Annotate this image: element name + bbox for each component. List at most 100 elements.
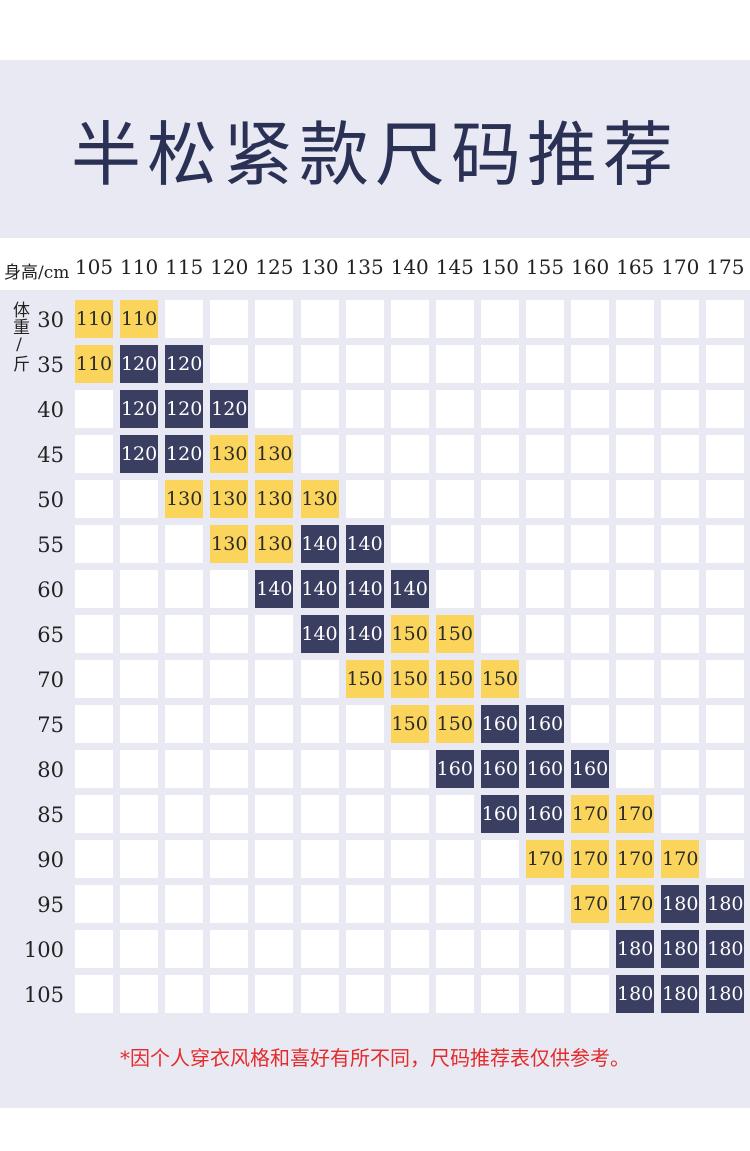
size-cell <box>435 885 474 923</box>
size-cell <box>480 570 519 608</box>
size-cell <box>435 975 474 1013</box>
size-cell <box>255 930 294 968</box>
size-cell: 120 <box>165 435 204 473</box>
size-cell <box>571 975 610 1013</box>
size-cell <box>255 975 294 1013</box>
size-cell <box>390 300 429 338</box>
size-cell <box>390 930 429 968</box>
size-cell: 180 <box>706 885 745 923</box>
size-cell <box>210 570 249 608</box>
height-column-header: 160 <box>571 255 610 279</box>
size-cell <box>435 570 474 608</box>
size-cell <box>300 435 339 473</box>
size-cell <box>661 435 700 473</box>
size-cell: 150 <box>390 615 429 653</box>
size-cell <box>661 570 700 608</box>
size-cell <box>345 390 384 428</box>
size-cell: 130 <box>210 435 249 473</box>
height-column-header: 165 <box>616 255 655 279</box>
size-cell <box>255 840 294 878</box>
size-cell <box>571 435 610 473</box>
size-cell <box>345 930 384 968</box>
size-cell <box>706 480 745 518</box>
size-cell <box>480 435 519 473</box>
size-cell: 140 <box>345 570 384 608</box>
size-cell <box>75 885 113 923</box>
size-cell <box>616 750 655 788</box>
size-cell <box>616 705 655 743</box>
height-axis-label: 身高/cm <box>4 263 70 283</box>
size-cell <box>210 885 249 923</box>
size-cell <box>75 570 113 608</box>
size-cell <box>210 345 249 383</box>
weight-row-label: 100 <box>23 938 64 962</box>
size-cell <box>571 480 610 518</box>
size-cell <box>661 705 700 743</box>
weight-row-label: 35 <box>37 353 64 377</box>
size-cell: 160 <box>571 750 610 788</box>
size-cell <box>75 705 113 743</box>
size-cell <box>706 705 745 743</box>
size-cell <box>300 840 339 878</box>
size-cell <box>255 390 294 428</box>
size-cell <box>255 300 294 338</box>
size-cell <box>390 885 429 923</box>
size-cell <box>75 480 113 518</box>
size-cell <box>571 615 610 653</box>
size-cell <box>480 300 519 338</box>
size-cell <box>120 885 159 923</box>
height-column-header: 115 <box>165 255 204 279</box>
size-cell <box>526 660 564 698</box>
size-cell <box>120 615 159 653</box>
size-cell <box>480 930 519 968</box>
size-cell: 160 <box>526 795 564 833</box>
size-cell: 140 <box>300 615 339 653</box>
size-cell <box>435 525 474 563</box>
size-cell <box>571 300 610 338</box>
size-cell <box>75 930 113 968</box>
size-cell <box>390 795 429 833</box>
size-cell <box>390 525 429 563</box>
size-cell <box>480 975 519 1013</box>
size-cell: 150 <box>435 615 474 653</box>
size-cell <box>300 300 339 338</box>
size-cell <box>616 435 655 473</box>
size-cell <box>616 525 655 563</box>
size-cell <box>526 930 564 968</box>
size-cell: 140 <box>255 570 294 608</box>
size-cell <box>706 300 745 338</box>
size-cell <box>661 300 700 338</box>
weight-row-label: 60 <box>37 578 64 602</box>
size-cell <box>165 795 204 833</box>
size-cell: 180 <box>616 975 655 1013</box>
size-cell <box>706 390 745 428</box>
size-cell <box>706 345 745 383</box>
size-cell: 160 <box>435 750 474 788</box>
size-cell <box>526 345 564 383</box>
size-cell <box>75 840 113 878</box>
size-cell <box>210 660 249 698</box>
size-cell <box>480 480 519 518</box>
size-cell <box>480 345 519 383</box>
size-cell <box>75 750 113 788</box>
size-cell <box>616 615 655 653</box>
size-cell: 160 <box>480 750 519 788</box>
size-cell <box>435 795 474 833</box>
size-cell <box>300 750 339 788</box>
size-cell <box>435 435 474 473</box>
size-cell <box>75 390 113 428</box>
size-cell <box>616 390 655 428</box>
size-cell <box>300 795 339 833</box>
size-cell <box>480 615 519 653</box>
size-cell <box>616 660 655 698</box>
size-cell <box>255 705 294 743</box>
size-cell <box>661 525 700 563</box>
size-cell <box>661 795 700 833</box>
size-cell: 150 <box>435 660 474 698</box>
size-cell: 120 <box>165 345 204 383</box>
title-band: 半松紧款尺码推荐 <box>0 60 750 238</box>
size-cell: 180 <box>706 930 745 968</box>
size-cell <box>526 975 564 1013</box>
weight-row-label: 45 <box>37 443 64 467</box>
size-cell <box>661 615 700 653</box>
